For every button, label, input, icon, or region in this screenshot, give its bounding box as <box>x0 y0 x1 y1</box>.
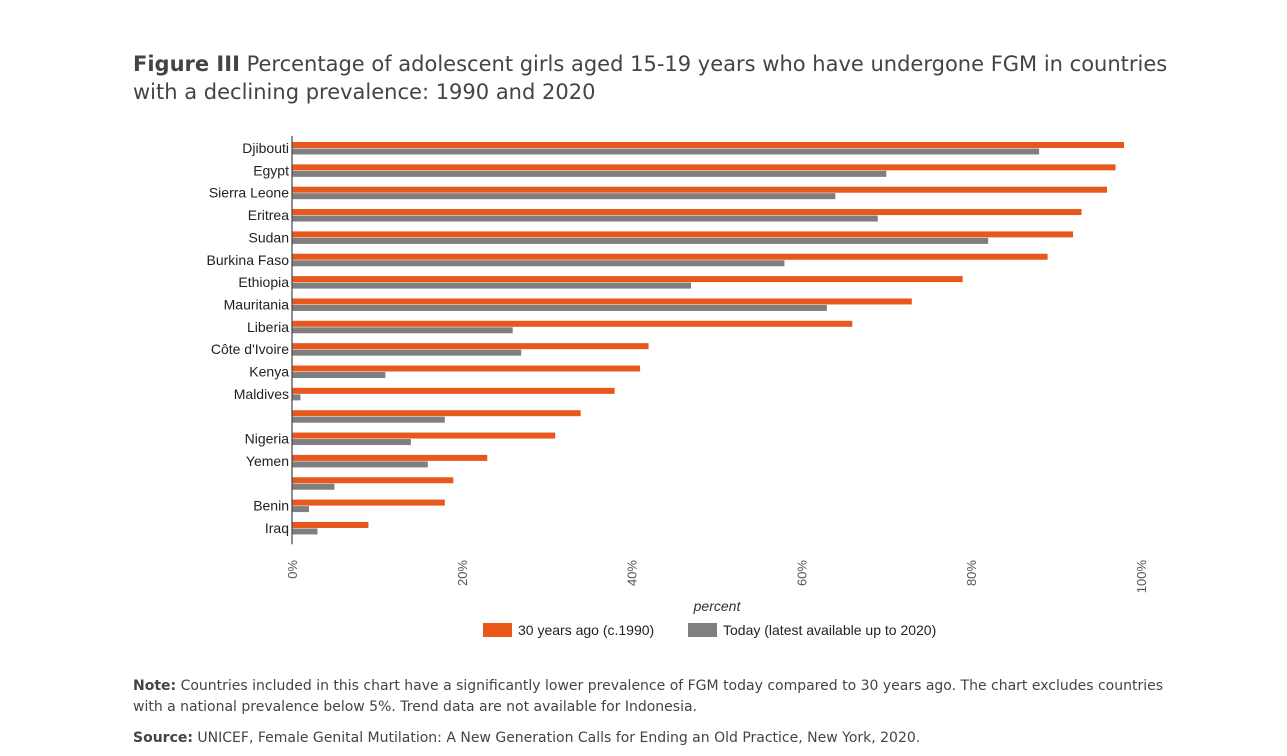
bar-today <box>292 349 522 356</box>
bar-today <box>292 461 428 468</box>
bar-1990 <box>292 164 1116 171</box>
category-label: Kenya <box>249 364 289 380</box>
bar-today <box>292 528 318 535</box>
bar-1990 <box>292 387 615 394</box>
bar-1990 <box>292 253 1048 260</box>
x-tick-label: 0% <box>285 560 300 579</box>
category-label: Sudan <box>249 229 289 245</box>
x-tick-label: 40% <box>625 560 640 586</box>
bar-today <box>292 193 836 200</box>
category-label: Sierra Leone <box>209 185 289 201</box>
x-tick-label: 20% <box>455 560 470 586</box>
bar-today <box>292 506 309 513</box>
chart-source: Source: UNICEF, Female Genital Mutilatio… <box>133 728 1173 749</box>
bar-today <box>292 483 335 490</box>
note-label: Note: <box>133 678 177 694</box>
bar-today <box>292 372 386 378</box>
bar-1990 <box>292 477 454 484</box>
legend-label: Today (latest available up to 2020) <box>723 622 936 638</box>
bar-1990 <box>292 499 445 506</box>
category-label: Maldives <box>234 386 289 402</box>
category-label: Djibouti <box>242 140 289 156</box>
bar-today <box>292 439 411 446</box>
bar-1990 <box>292 142 1125 148</box>
bar-today <box>292 170 887 177</box>
bar-1990 <box>292 365 641 372</box>
legend-swatch-today <box>688 623 717 637</box>
legend-swatch-1990 <box>483 623 512 637</box>
bar-today <box>292 282 692 289</box>
category-label: Eritrea <box>248 207 289 223</box>
bar-1990 <box>292 410 581 417</box>
bar-today <box>292 260 785 267</box>
category-label: Nigeria <box>245 431 290 447</box>
note-text: Countries included in this chart have a … <box>133 678 1164 715</box>
source-label: Source: <box>133 730 193 746</box>
bar-today <box>292 327 513 334</box>
figure-title-text: Percentage of adolescent girls aged 15-1… <box>133 52 1168 104</box>
category-label: Benin <box>253 498 289 514</box>
category-label: Burkina Faso <box>207 252 290 268</box>
source-text: UNICEF, Female Genital Mutilation: A New… <box>197 730 921 746</box>
category-label: Iraq <box>265 520 289 536</box>
bar-today <box>292 394 301 401</box>
bar-today <box>292 416 445 423</box>
figure-title: Figure III Percentage of adolescent girl… <box>133 50 1193 106</box>
bar-1990 <box>292 186 1108 193</box>
x-tick-label: 60% <box>794 560 809 586</box>
bar-1990 <box>292 231 1074 238</box>
bar-1990 <box>292 276 963 283</box>
x-axis-title: percent <box>693 598 742 614</box>
category-label: Egypt <box>253 162 289 178</box>
category-label: Yemen <box>246 453 289 469</box>
category-label: Côte d'Ivoire <box>211 341 289 357</box>
category-label: Ethiopia <box>238 274 289 290</box>
bar-1990 <box>292 432 556 439</box>
bar-chart: Djibouti Egypt Sierra Leone Eritrea Sudan Bur… <box>207 136 1149 638</box>
bar-today <box>292 148 1040 155</box>
bar-1990 <box>292 454 488 461</box>
bar-today <box>292 237 989 244</box>
x-tick-label: 80% <box>964 560 979 586</box>
category-label: Mauritania <box>224 296 290 312</box>
legend-label: 30 years ago (c.1990) <box>518 622 654 638</box>
bar-1990 <box>292 209 1082 216</box>
chart-note: Note: Countries included in this chart h… <box>133 676 1173 718</box>
x-tick-label: 100% <box>1134 560 1149 594</box>
bar-1990 <box>292 320 853 327</box>
bar-today <box>292 215 878 222</box>
figure-title-prefix: Figure III <box>133 52 240 76</box>
category-label: Liberia <box>247 319 289 335</box>
bar-today <box>292 304 827 311</box>
bar-1990 <box>292 298 912 305</box>
bar-1990 <box>292 521 369 528</box>
bar-1990 <box>292 343 649 350</box>
